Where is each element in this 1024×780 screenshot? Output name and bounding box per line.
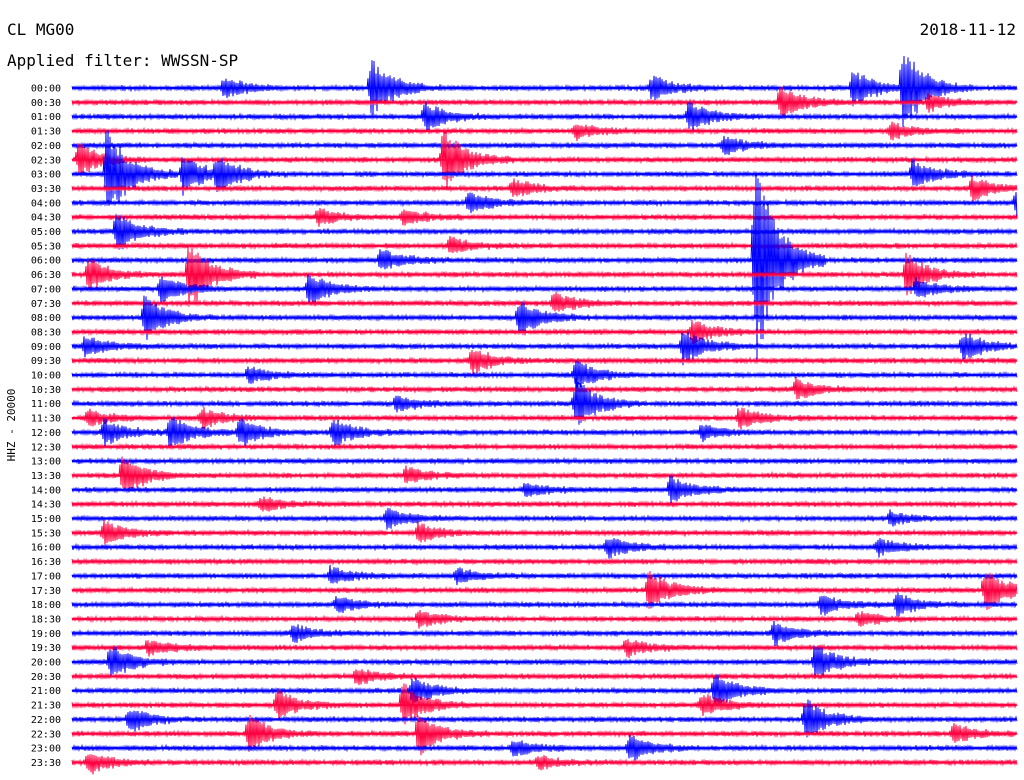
row-label: 20:30 [31,672,61,683]
row-label: 16:30 [31,557,61,568]
row-label: 19:00 [31,629,61,640]
row-label: 23:30 [31,758,61,769]
row-label: 19:30 [31,643,61,654]
row-label: 15:30 [31,528,61,539]
row-label: 10:30 [31,385,61,396]
row-label: 04:30 [31,213,61,224]
row-label-layer: 00:00 00:30 01:00 01:30 02:00 02:30 03:00 03:30… [31,84,61,769]
row-label: 01:00 [31,112,61,123]
trace-layer [71,55,1018,775]
row-label: 02:30 [31,155,61,166]
row-label: 18:30 [31,614,61,625]
row-label: 03:30 [31,184,61,195]
trace-row [71,192,1018,218]
trace-row [71,130,1018,206]
row-label: 20:00 [31,658,61,669]
row-label: 14:00 [31,485,61,496]
trace-row [71,537,1018,559]
row-label: 05:30 [31,241,61,252]
row-label: 09:30 [31,356,61,367]
row-label: 17:30 [31,586,61,597]
trace-row [71,247,1018,307]
y-axis-label: HHZ - 20000 [5,389,18,462]
trace-row [71,292,1018,312]
trace-row [71,349,1018,375]
row-label: 05:00 [31,227,61,238]
filter-label: Applied filter: WWSSN-SP [7,51,239,70]
row-label: 18:00 [31,600,61,611]
row-label: 04:00 [31,198,61,209]
row-label: 21:30 [31,701,61,712]
row-label: 07:30 [31,299,61,310]
row-label: 12:30 [31,442,61,453]
row-label: 07:00 [31,284,61,295]
row-label: 13:30 [31,471,61,482]
row-label: 12:00 [31,428,61,439]
row-label: 06:00 [31,256,61,267]
row-label: 09:00 [31,342,61,353]
row-label: 00:30 [31,98,61,109]
row-label: 17:00 [31,571,61,582]
row-label: 22:30 [31,729,61,740]
row-label: 15:00 [31,514,61,525]
row-label: 00:00 [31,84,61,95]
row-label: 08:00 [31,313,61,324]
trace-row [71,754,1018,775]
station-title: CL MG00 [7,20,75,39]
row-label: 08:30 [31,327,61,338]
row-label: 23:00 [31,744,61,755]
row-label: 11:00 [31,399,61,410]
row-label: 13:00 [31,457,61,468]
row-label: 02:00 [31,141,61,152]
row-label: 22:00 [31,715,61,726]
row-label: 21:00 [31,686,61,697]
row-label: 10:00 [31,371,61,382]
trace-row [71,376,1018,400]
trace-row [71,235,1018,254]
row-label: 06:30 [31,270,61,281]
row-label: 11:30 [31,414,61,425]
row-label: 14:30 [31,500,61,511]
row-label: 03:00 [31,170,61,181]
row-label: 01:30 [31,127,61,138]
date-label: 2018-11-12 [919,20,1016,39]
row-label: 16:00 [31,543,61,554]
